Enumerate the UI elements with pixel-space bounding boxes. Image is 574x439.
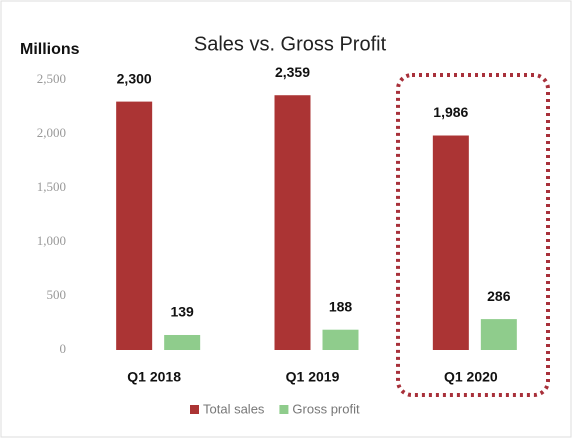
y-tick-label: 1,500 <box>37 179 66 194</box>
y-tick-label: 0 <box>60 341 67 356</box>
y-tick-label: 1,000 <box>37 233 66 248</box>
y-axis-label: Millions <box>20 41 80 58</box>
bar <box>480 319 517 350</box>
y-tick-label: 2,000 <box>37 125 66 140</box>
data-label: 1,986 <box>433 104 468 120</box>
data-label: 2,359 <box>275 64 310 80</box>
highlight-box <box>396 73 550 397</box>
data-label: 2,300 <box>117 70 152 86</box>
legend-swatch <box>279 405 289 414</box>
legend-label: Total sales <box>203 401 265 416</box>
bar <box>432 135 469 350</box>
chart-title: Sales vs. Gross Profit <box>194 33 387 55</box>
bar <box>274 95 311 350</box>
legend-swatch <box>190 405 199 414</box>
data-label: 286 <box>487 288 511 304</box>
x-tick-label: Q1 2018 <box>127 369 181 385</box>
y-tick-label: 2,500 <box>37 71 66 86</box>
x-tick-label: Q1 2019 <box>286 369 340 385</box>
legend-label: Gross profit <box>292 401 360 416</box>
data-label: 139 <box>170 304 194 320</box>
x-tick-label: Q1 2020 <box>444 369 498 385</box>
bar <box>164 334 201 350</box>
y-tick-label: 500 <box>47 287 67 302</box>
data-label: 188 <box>329 298 353 314</box>
bar <box>116 101 153 350</box>
bar <box>322 329 359 350</box>
